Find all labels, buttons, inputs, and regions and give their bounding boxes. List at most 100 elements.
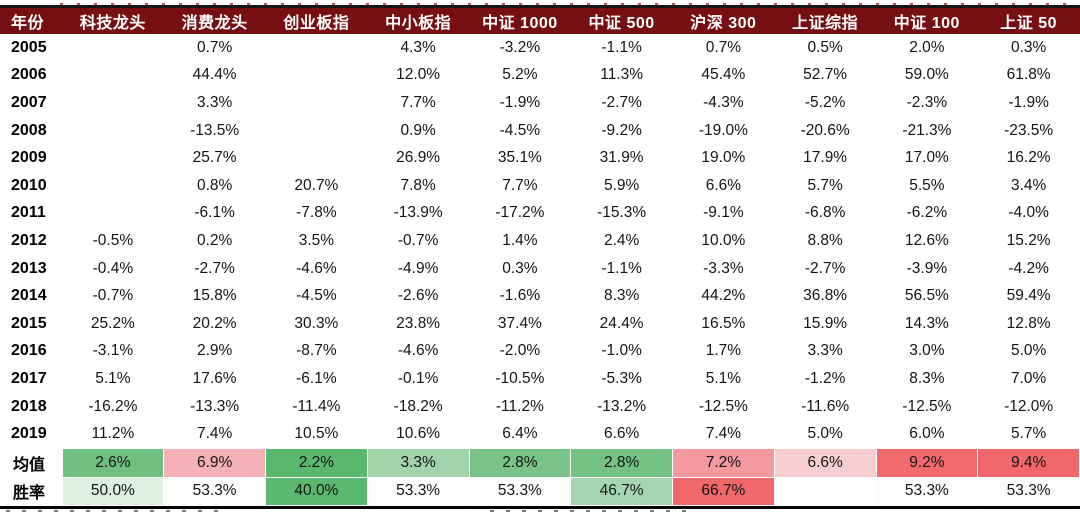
value-cell: 23.8% — [396, 314, 441, 332]
value-cell: 5.5% — [909, 176, 945, 194]
annual-returns-table: 年份 科技龙头 消费龙头 创业板指 中小板指 中证 1000 中证 500 沪深 300 上证综… — [0, 5, 1080, 507]
value-cell: 7.4% — [196, 425, 233, 443]
value-cell: 3.5% — [298, 231, 335, 249]
table-row: 2017 5.1% 17.6% -6.1% -0.1% -10.5% -5.3% 5.1% -1… — [0, 365, 1080, 393]
summary-value-cell — [773, 476, 877, 507]
year-cell: 2006 — [11, 66, 47, 84]
table-row: 2015 25.2% 20.2% 30.3% 23.8% 37.4% 24.4% 16.5% 1… — [0, 310, 1080, 338]
value-cell: -0.4% — [92, 259, 134, 277]
value-cell: 5.2% — [502, 66, 538, 84]
value-cell: 0.7% — [705, 38, 742, 56]
value-cell: -2.7% — [601, 93, 642, 111]
value-cell: 26.9% — [396, 149, 441, 167]
value-cell: 15.8% — [192, 287, 237, 305]
value-cell: 10.0% — [701, 231, 746, 249]
value-cell: -0.5% — [92, 231, 134, 249]
value-cell: -11.4% — [292, 397, 341, 415]
summary-value-cell: 2.8% — [570, 447, 673, 478]
value-cell: 14.3% — [904, 314, 949, 332]
value-cell: 0.2% — [196, 231, 233, 249]
value-cell: -6.1% — [194, 204, 235, 222]
value-cell: 3.3% — [196, 93, 233, 111]
summary-value-cell: 53.3% — [366, 476, 470, 507]
value-cell: 7.4% — [705, 425, 742, 443]
value-cell: 5.1% — [705, 369, 742, 387]
value-cell: 0.3% — [502, 259, 538, 277]
value-cell: -6.8% — [804, 204, 846, 222]
value-cell: 8.3% — [603, 287, 640, 305]
value-cell: 44.2% — [701, 287, 746, 305]
value-cell: -16.2% — [88, 397, 138, 415]
value-cell: -6.1% — [296, 369, 337, 387]
value-cell: 36.8% — [803, 287, 848, 305]
value-cell: -0.7% — [397, 231, 439, 249]
clipped-title-remnant — [0, 0, 1080, 5]
value-cell: 12.6% — [904, 231, 949, 249]
value-cell: -13.5% — [190, 121, 240, 139]
table-body: 2005 0.7% 4.3% -3.2% -1.1% 0.7% 0.5% 2.0% 0.3% 20… — [0, 34, 1080, 507]
value-cell: 17.6% — [192, 369, 237, 387]
year-cell: 2015 — [11, 314, 47, 332]
header-cell-index: 上证综指 — [774, 5, 876, 34]
header-cell-index: 中证 500 — [570, 5, 673, 34]
table-row: 2009 25.7% 26.9% 35.1% 31.9% 19.0% 17.9% 17.0% 1… — [0, 144, 1080, 172]
value-cell: 19.0% — [701, 149, 746, 167]
value-cell: 5.7% — [807, 176, 843, 194]
value-cell — [266, 117, 368, 145]
value-cell — [62, 34, 164, 62]
value-cell: -2.7% — [194, 259, 235, 277]
value-cell: -9.1% — [703, 204, 744, 222]
clipped-grey-text-marks — [490, 510, 690, 513]
year-cell: 2012 — [11, 231, 47, 249]
value-cell: 12.8% — [1006, 314, 1051, 332]
value-cell: -5.2% — [804, 93, 846, 111]
table-header: 年份 科技龙头 消费龙头 创业板指 中小板指 中证 1000 中证 500 沪深 300 上证综… — [0, 5, 1080, 34]
value-cell: -4.3% — [703, 93, 744, 111]
value-cell: 16.5% — [701, 314, 746, 332]
table-row: 2019 11.2% 7.4% 10.5% 10.6% 6.4% 6.6% 7.4% 5.0% 6… — [0, 420, 1080, 448]
value-cell: 17.9% — [803, 149, 848, 167]
table-row: 2018 -16.2% -13.3% -11.4% -18.2% -11.2% -13.2%… — [0, 393, 1080, 421]
value-cell: 0.8% — [196, 176, 233, 194]
value-cell: 0.5% — [807, 38, 843, 56]
summary-value-cell: 7.2% — [672, 447, 775, 478]
value-cell: -8.7% — [296, 342, 337, 360]
value-cell — [62, 172, 164, 200]
value-cell: 6.4% — [502, 425, 538, 443]
value-cell: -0.7% — [92, 287, 134, 305]
value-cell: 8.8% — [807, 231, 843, 249]
summary-value-cell: 9.4% — [977, 447, 1080, 478]
value-cell: -3.1% — [92, 342, 134, 360]
value-cell: -4.6% — [296, 259, 337, 277]
value-cell — [62, 117, 164, 145]
value-cell: 2.9% — [196, 342, 233, 360]
value-cell: -4.5% — [296, 287, 337, 305]
value-cell: 6.0% — [909, 425, 945, 443]
value-cell: -12.5% — [902, 397, 952, 415]
value-cell — [266, 89, 368, 117]
value-cell: -2.6% — [397, 287, 439, 305]
value-cell: -13.3% — [190, 397, 240, 415]
value-cell: 16.2% — [1006, 149, 1051, 167]
value-cell: 3.0% — [909, 342, 945, 360]
value-cell: 15.9% — [803, 314, 848, 332]
value-cell: -2.0% — [499, 342, 541, 360]
clipped-red-text-marks — [60, 3, 1072, 5]
header-cell-index: 创业板指 — [265, 5, 368, 34]
summary-value-cell: 66.7% — [672, 476, 775, 507]
header-cell-index: 消费龙头 — [163, 5, 266, 34]
value-cell: -23.5% — [1004, 121, 1054, 139]
value-cell: 61.8% — [1006, 66, 1051, 84]
summary-value-cell: 9.2% — [875, 447, 979, 478]
value-cell: 31.9% — [599, 149, 644, 167]
value-cell: -2.7% — [804, 259, 846, 277]
header-cell-year: 年份 — [0, 5, 62, 34]
summary-row: 胜率 50.0% 53.3% 40.0% 53.3% 53.3% 46.7% 66.7% 53.… — [0, 476, 1080, 507]
summary-value-cell: 50.0% — [61, 476, 165, 507]
value-cell: -11.2% — [495, 397, 544, 415]
value-cell: 0.3% — [1010, 38, 1047, 56]
year-cell: 2009 — [11, 149, 47, 167]
summary-value-cell: 53.3% — [977, 476, 1080, 507]
value-cell: 5.7% — [1010, 425, 1047, 443]
value-cell: -3.3% — [703, 259, 744, 277]
